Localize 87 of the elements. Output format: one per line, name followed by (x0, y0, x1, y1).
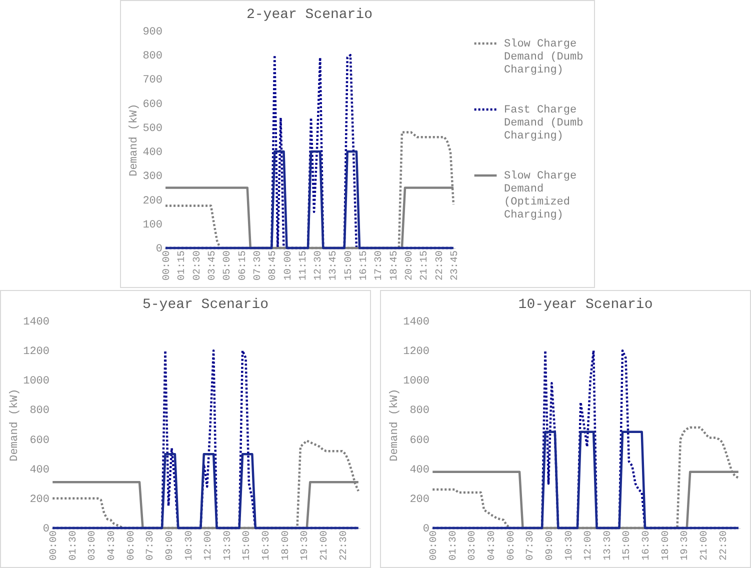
y-tick-label: 1400 (403, 316, 430, 328)
x-tick-label: 06:00 (126, 530, 138, 561)
x-tick-label: 16:15 (359, 250, 370, 281)
x-tick-label: 12:00 (584, 530, 595, 561)
x-tick-label: 19:30 (300, 530, 312, 561)
x-tick-label: 03:45 (207, 250, 218, 281)
y-tick-label: 500 (142, 122, 162, 135)
x-tick-label: 00:00 (162, 250, 174, 281)
chart-title: 10-year Scenario (518, 297, 653, 313)
y-tick-label: 700 (142, 74, 162, 87)
x-tick-label: 02:30 (192, 250, 204, 281)
x-tick-label: 06:15 (238, 250, 249, 281)
legend-label: Fast Charge Demand (Dumb Charging) (504, 104, 584, 142)
x-tick-label: 05:00 (222, 250, 234, 281)
y-tick-label: 400 (410, 464, 430, 476)
x-tick-label: 03:00 (88, 530, 99, 561)
x-tick-label: 01:30 (448, 530, 460, 561)
y-tick-label: 400 (30, 464, 50, 476)
x-tick-label: 01:30 (68, 530, 80, 561)
x-tick-label: 18:45 (389, 250, 400, 281)
x-tick-label: 12:00 (204, 530, 215, 561)
x-tick-label: 00:00 (429, 530, 440, 561)
x-tick-label: 03:00 (468, 530, 479, 561)
y-tick-label: 1000 (403, 376, 430, 388)
x-tick-label: 00:00 (49, 530, 60, 561)
x-tick-label: 18:00 (660, 530, 672, 561)
y-tick-label: 0 (42, 524, 50, 536)
x-tick-label: 19:30 (680, 530, 692, 561)
y-tick-label: 200 (142, 195, 162, 208)
y-tick-label: 800 (410, 405, 430, 418)
x-tick-label: 13:45 (328, 250, 340, 281)
y-tick-label: 600 (30, 434, 50, 447)
y-tick-label: 600 (410, 434, 430, 447)
legend-label: Slow Charge Demand (Dumb Charging) (504, 38, 584, 76)
x-tick-label: 13:30 (602, 530, 614, 561)
y-tick-label: 900 (142, 26, 162, 38)
x-tick-label: 11:15 (298, 250, 310, 281)
x-tick-label: 04:30 (487, 530, 498, 561)
x-tick-label: 22:30 (718, 530, 730, 561)
x-tick-label: 15:00 (242, 530, 254, 561)
y-axis-title: Demand (kW) (9, 388, 22, 462)
y-tick-label: 1200 (23, 346, 50, 358)
x-tick-label: 21:00 (699, 530, 710, 561)
x-tick-label: 17:30 (374, 250, 386, 281)
chart-title: 2-year Scenario (246, 7, 373, 23)
x-tick-label: 20:00 (404, 250, 416, 281)
y-tick-label: 1000 (23, 376, 50, 388)
x-tick-label: 04:30 (107, 530, 118, 561)
x-tick-label: 18:00 (280, 530, 292, 561)
x-tick-label: 16:30 (642, 530, 653, 561)
x-tick-label: 09:00 (164, 530, 176, 561)
y-tick-label: 0 (156, 244, 162, 256)
y-axis-title: Demand (kW) (389, 388, 402, 462)
y-tick-label: 0 (422, 524, 430, 536)
x-tick-label: 10:00 (283, 250, 294, 281)
y-tick-label: 600 (142, 98, 162, 111)
x-tick-label: 22:30 (338, 530, 350, 561)
y-tick-label: 300 (142, 171, 162, 184)
y-tick-label: 400 (142, 147, 162, 160)
x-tick-label: 07:30 (252, 250, 264, 281)
y-tick-label: 100 (142, 219, 162, 232)
x-tick-label: 08:45 (268, 250, 280, 281)
x-tick-label: 15:00 (622, 530, 634, 561)
x-tick-label: 22:30 (434, 250, 446, 281)
x-tick-label: 21:15 (420, 250, 431, 281)
y-tick-label: 800 (30, 405, 50, 418)
chart-title: 5-year Scenario (142, 297, 269, 313)
x-tick-label: 07:30 (526, 530, 537, 561)
y-axis-title: Demand (kW) (128, 104, 141, 176)
x-tick-label: 07:30 (146, 530, 157, 561)
x-tick-label: 10:30 (564, 530, 576, 561)
x-tick-label: 13:30 (222, 530, 234, 561)
x-tick-label: 10:30 (184, 530, 196, 561)
x-tick-label: 21:00 (319, 530, 330, 561)
y-tick-label: 800 (142, 50, 162, 63)
x-tick-label: 23:45 (450, 250, 461, 281)
y-tick-label: 1400 (23, 316, 50, 328)
legend-label: Slow Charge Demand (Optimized Charging) (504, 170, 577, 222)
x-tick-label: 06:00 (506, 530, 518, 561)
x-tick-label: 01:15 (177, 250, 188, 281)
x-tick-label: 16:30 (262, 530, 273, 561)
y-tick-label: 1200 (403, 346, 430, 358)
x-tick-label: 12:30 (314, 250, 325, 281)
y-tick-label: 200 (30, 494, 50, 506)
y-tick-label: 200 (410, 494, 430, 506)
x-tick-label: 15:00 (344, 250, 355, 281)
x-tick-label: 09:00 (544, 530, 556, 561)
